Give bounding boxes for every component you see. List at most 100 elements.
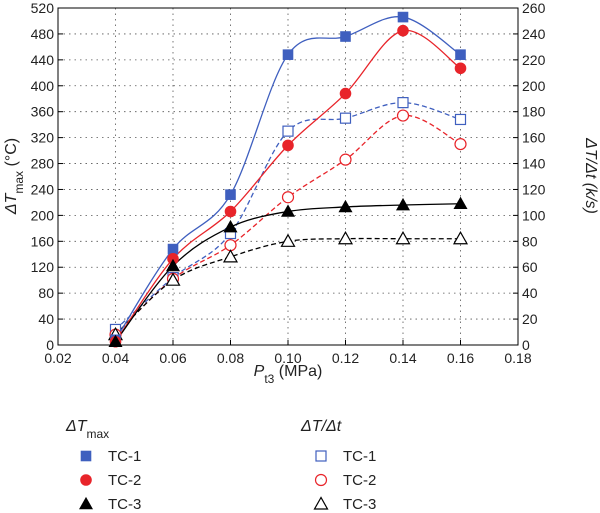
data-point-tc-2-rate [339,153,352,166]
y-right-tick-label: 140 [522,156,546,172]
y-right-tick-label: 240 [522,26,546,42]
data-point-tc-3-rate [452,230,469,245]
data-point-tc-1-tmax [455,49,466,60]
y-right-tick-label: 100 [522,207,546,223]
data-point-tc-1-tmax [225,189,236,200]
legend-label-tc-3-tmax: TC-3 [108,496,141,513]
data-point-tc-3-rate [337,230,354,245]
legend-marker-tc-3-tmax [78,496,94,510]
data-point-tc-3-tmax [453,196,468,210]
y-left-tick-label: 80 [38,285,54,301]
y-left-tick-label: 280 [31,156,55,172]
legend-marker-tc-3-rate [313,496,329,510]
y-right-tick-label: 60 [522,259,538,275]
data-point-tc-1-tmax [397,11,409,23]
y-left-tick-label: 480 [31,26,55,42]
y-right-axis-label: ΔT/Δt (k/s) [582,137,599,214]
y-left-tick-label: 440 [31,52,55,68]
grid [58,8,518,345]
y-right-tick-label: 200 [522,78,546,94]
legend-label-tc-2-tmax: TC-2 [108,472,141,489]
y-left-tick-label: 400 [31,78,55,94]
y-right-tick-label: 260 [522,0,546,16]
data-point-tc-2-rate [224,239,237,252]
data-point-tc-1-rate [397,97,409,109]
x-axis-label: Pt3 (MPa) [254,363,323,386]
legend-group-2-title: ΔT/Δt [300,418,342,435]
x-tick-label: 0.02 [44,350,71,366]
legend-marker-tc-1-rate [315,450,327,462]
y-left-tick-label: 200 [31,207,55,223]
x-tick-label: 0.16 [447,350,474,366]
legend-entries: TC-1 TC-2 TC-3 TC-1 TC-2 TC-3 [78,448,376,513]
y-right-tick-label: 120 [522,181,546,197]
data-point-tc-1-rate [339,112,352,124]
x-tick-label: 0.06 [159,350,186,366]
y-left-tick-label: 160 [31,233,55,249]
y-right-tick-label: 180 [522,104,546,120]
y-left-tick-label: 320 [31,130,55,146]
y-left-tick-label: 40 [38,311,54,327]
y-left-tick-label: 240 [31,181,55,197]
data-point-tc-3-tmax [395,197,411,211]
data-point-tc-2-rate [454,137,467,151]
data-point-tc-3-tmax [165,258,181,272]
data-point-tc-3-tmax [338,199,353,213]
y-left-tick-label: 0 [46,337,54,353]
y-right-tick-label: 160 [522,130,546,146]
y-left-axis-label-main: ΔT [3,192,20,215]
data-point-tc-2-tmax [454,62,467,75]
data-point-tc-3-rate [280,233,296,247]
data-point-tc-1-rate [282,125,294,137]
data-point-tc-1-tmax [340,31,351,42]
legend-marker-tc-1-tmax [80,450,92,462]
x-axis-label-main: P [254,363,265,380]
data-point-tc-2-tmax [282,139,294,152]
data-point-tc-2-rate [281,191,295,204]
data-point-tc-1-tmax [167,243,179,255]
x-tick-label: 0.14 [389,350,416,366]
data-point-tc-2-tmax [339,87,352,100]
data-point-tc-3-tmax [280,204,296,217]
y-left-tick-label: 120 [31,259,55,275]
x-tick-label: 0.04 [102,350,129,366]
x-tick-label: 0.12 [332,350,359,366]
x-tick-label: 0.18 [504,350,531,366]
x-tick-label: 0.10 [274,350,301,366]
data-point-tc-1-rate [454,113,467,126]
x-axis-label-sub: t3 [264,372,274,386]
data-points [107,11,469,348]
data-point-tc-1-tmax [282,49,294,60]
data-point-tc-2-rate [396,109,410,122]
y-left-axis-label-unit: (°C) [3,138,20,171]
data-point-tc-2-tmax [397,24,409,37]
legend-label-tc-2-rate: TC-2 [343,472,376,489]
legend-label-tc-3-rate: TC-3 [343,496,376,513]
axis-ticks: 0.02 0.04 0.06 0.08 0.10 0.12 0.14 0.16 0.180408… [31,0,546,366]
legend-group-1-title-main: ΔT [65,418,88,435]
legend: ΔTmax ΔT/Δt TC-1 TC-2 TC-3 TC-1 TC-2 TC-3 [65,418,376,513]
data-point-tc-3-rate [165,272,181,286]
legend-label-tc-1-rate: TC-1 [343,448,376,465]
y-right-tick-label: 220 [522,52,546,68]
y-right-tick-label: 80 [522,233,538,249]
y-right-tick-label: 20 [522,311,538,327]
legend-marker-tc-2-rate [314,473,328,487]
y-left-tick-label: 360 [31,104,55,120]
y-left-axis-label: ΔTmax (°C) [3,138,26,215]
y-right-tick-label: 0 [522,337,530,353]
x-tick-label: 0.08 [217,350,244,366]
x-axis-label-unit: (MPa) [274,363,322,380]
data-point-tc-3-tmax [223,219,238,233]
legend-group-1-title-sub: max [87,427,110,441]
y-left-axis-label-sub: max [12,171,26,194]
data-point-tc-2-tmax [224,205,237,218]
legend-label-tc-1-tmax: TC-1 [108,448,141,465]
data-point-tc-3-rate [395,230,411,245]
y-left-tick-label: 520 [31,0,55,16]
data-point-tc-3-rate [222,249,239,263]
legend-marker-tc-2-tmax [80,474,92,486]
y-right-tick-label: 40 [522,285,538,301]
legend-group-1-title: ΔTmax [65,418,109,441]
